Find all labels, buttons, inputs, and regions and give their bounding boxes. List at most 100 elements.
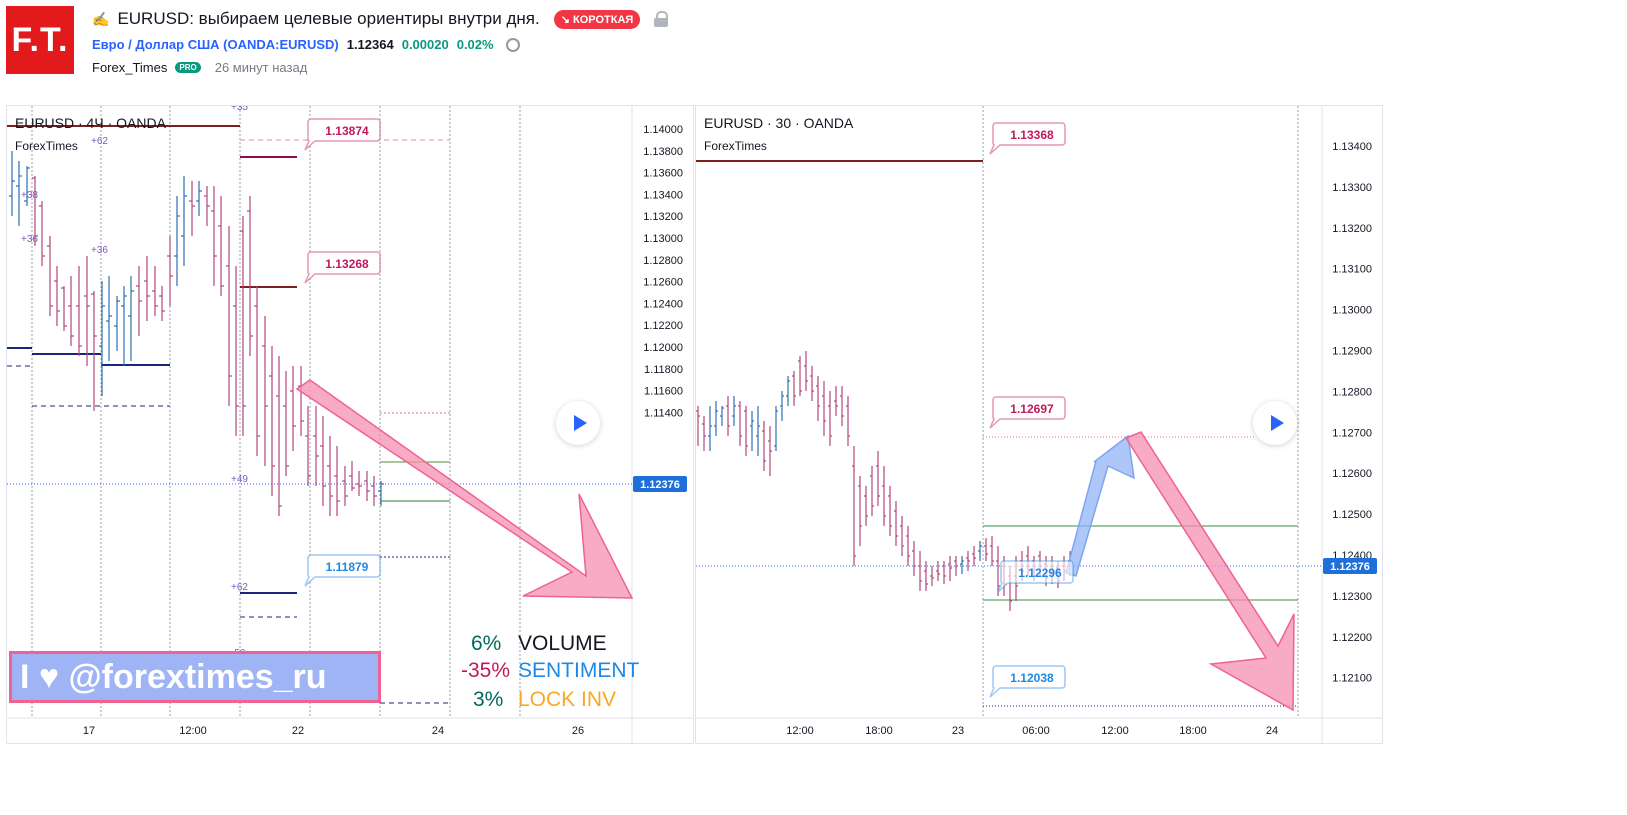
author-logo[interactable]: F.T. [6,6,74,74]
y-tick-label: 1.12800 [643,255,683,267]
y-tick-label: 1.13600 [643,168,683,180]
x-tick-label: 23 [952,725,964,737]
price-callout [997,560,1074,593]
bar-count-label: +49 [231,474,248,485]
y-tick-label: 1.13200 [643,211,683,223]
play-icon [1270,415,1284,431]
idea-title-row: ✍ EURUSD: выбираем целевые ориентиры вну… [92,9,669,29]
author-name[interactable]: Forex_Times [92,60,168,75]
y-tick-label: 1.12600 [643,277,683,289]
y-tick-label: 1.13000 [1332,305,1372,317]
price-callout [304,554,381,587]
x-tick-label: 17 [83,725,95,737]
y-tick-label: 1.12300 [1332,591,1372,603]
symbol-price: 1.12364 [346,37,394,52]
stat-sentiment-name: SENTIMENT [518,659,640,682]
y-tick-label: 1.13400 [1332,141,1372,153]
y-tick-label: 1.12900 [1332,346,1372,358]
play-button-left[interactable] [556,401,600,445]
x-tick-label: 18:00 [1179,725,1207,737]
symbol-link[interactable]: Евро / Доллар США (OANDA:EURUSD) [92,37,339,52]
y-tick-label: 1.12500 [1332,509,1372,521]
chart-30m-canvas[interactable]: 1.13400 1.13300 1.13200 1.13100 1.13000 1.129… [696,106,1382,743]
stat-volume-name: VOLUME [518,632,607,655]
stat-sentiment-pct: -35% [461,659,511,682]
x-tick-label: 26 [572,725,584,737]
y-tick-label: 1.12200 [1332,632,1372,644]
stat-lockinv-pct: 3% [473,688,504,711]
y-tick-label: 1.13200 [1332,223,1372,235]
price-callout [989,122,1066,155]
play-button-right[interactable] [1253,401,1297,445]
y-tick-label: 1.11600 [644,386,683,398]
current-price-badge [633,476,687,492]
stat-lockinv-name: LOCK INV [518,688,617,711]
watermark-banner: I ♥ @forextimes_ru [9,651,381,703]
play-icon [573,415,587,431]
y-tick-label: 1.12100 [1332,673,1372,685]
bar-count-label: +38 [21,190,38,201]
symbol-change-pct: 0.02% [456,37,494,52]
y-tick-label: 1.13000 [643,233,683,245]
price-callout-text: 1.13874 [325,124,369,138]
price-callout [304,251,381,284]
chart-30m-source: ForexTimes [704,139,767,153]
y-tick-label: 1.11800 [644,364,683,376]
x-tick-label: 18:00 [865,725,893,737]
x-tick-label: 24 [1266,725,1278,737]
x-tick-label: 12:00 [1101,725,1129,737]
y-tick-label: 1.13400 [643,189,683,201]
x-tick-label: 12:00 [786,725,814,737]
bar-count-label: +36 [21,234,38,245]
idea-type-icon: ✍ [92,10,110,27]
forecast-arrow-up [1065,434,1135,577]
alarm-clock-icon[interactable] [505,37,520,52]
price-callout [304,118,381,151]
chart-30m-legend: EURUSD · 30 · OANDA [704,115,854,131]
chart-4h-legend: EURUSD · 4Ч · OANDA [15,115,166,131]
price-callout-text: 1.12038 [1010,671,1054,685]
bar-count-label: +62 [231,582,248,593]
y-tick-label: 1.12200 [643,320,683,332]
published-time: 26 минут назад [214,60,308,75]
y-tick-label: 1.13300 [1332,182,1372,194]
price-callout-text: 1.12697 [1010,402,1054,416]
author-row: Forex_Times PRO 26 минут назад [92,60,307,75]
price-callout-text: 1.11879 [326,560,369,574]
chart-4h-panel[interactable]: 1.14000 1.13800 1.13600 1.13400 1.13200 1.130… [6,105,694,744]
current-price-badge [1323,558,1377,574]
price-callout [989,665,1066,698]
y-tick-label: 1.13800 [643,146,683,158]
price-callout-text: 1.13268 [325,257,369,271]
stat-volume-pct: 6% [471,632,502,655]
lock-icon [654,11,669,27]
y-tick-label: 1.12600 [1332,468,1372,480]
current-price-text: 1.12376 [1330,561,1370,573]
y-tick-label: 1.14000 [643,124,683,136]
y-tick-label: 1.11400 [644,407,683,419]
chart-30m-panel[interactable]: 1.13400 1.13300 1.13200 1.13100 1.13000 1.129… [695,105,1383,744]
price-callout-text: 1.13368 [1010,128,1054,142]
y-tick-label: 1.12400 [643,298,683,310]
forecast-arrow-down [295,379,634,599]
symbol-change: 0.00020 [401,37,449,52]
x-tick-label: 12:00 [179,725,207,737]
x-tick-label: 22 [292,725,304,737]
bar-count-label: +62 [91,136,108,147]
symbol-row: Евро / Доллар США (OANDA:EURUSD) 1.12364… [92,37,520,52]
bar-count-label: +35 [231,106,248,113]
y-tick-label: 1.13100 [1332,264,1372,276]
forecast-arrow-down [1124,431,1295,712]
y-tick-label: 1.12800 [1332,386,1372,398]
x-tick-label: 06:00 [1022,725,1050,737]
y-tick-label: 1.12000 [643,342,683,354]
price-callout-text: 1.12296 [1018,566,1062,580]
x-tick-label: 24 [432,725,444,737]
current-price-text: 1.12376 [640,479,680,491]
short-badge: ↘ КОРОТКАЯ [553,9,641,29]
price-callout [989,396,1066,429]
pro-badge: PRO [175,62,201,73]
bar-count-label: +36 [91,245,108,256]
y-tick-label: 1.12700 [1332,427,1372,439]
chart-4h-source: ForexTimes [15,139,78,153]
